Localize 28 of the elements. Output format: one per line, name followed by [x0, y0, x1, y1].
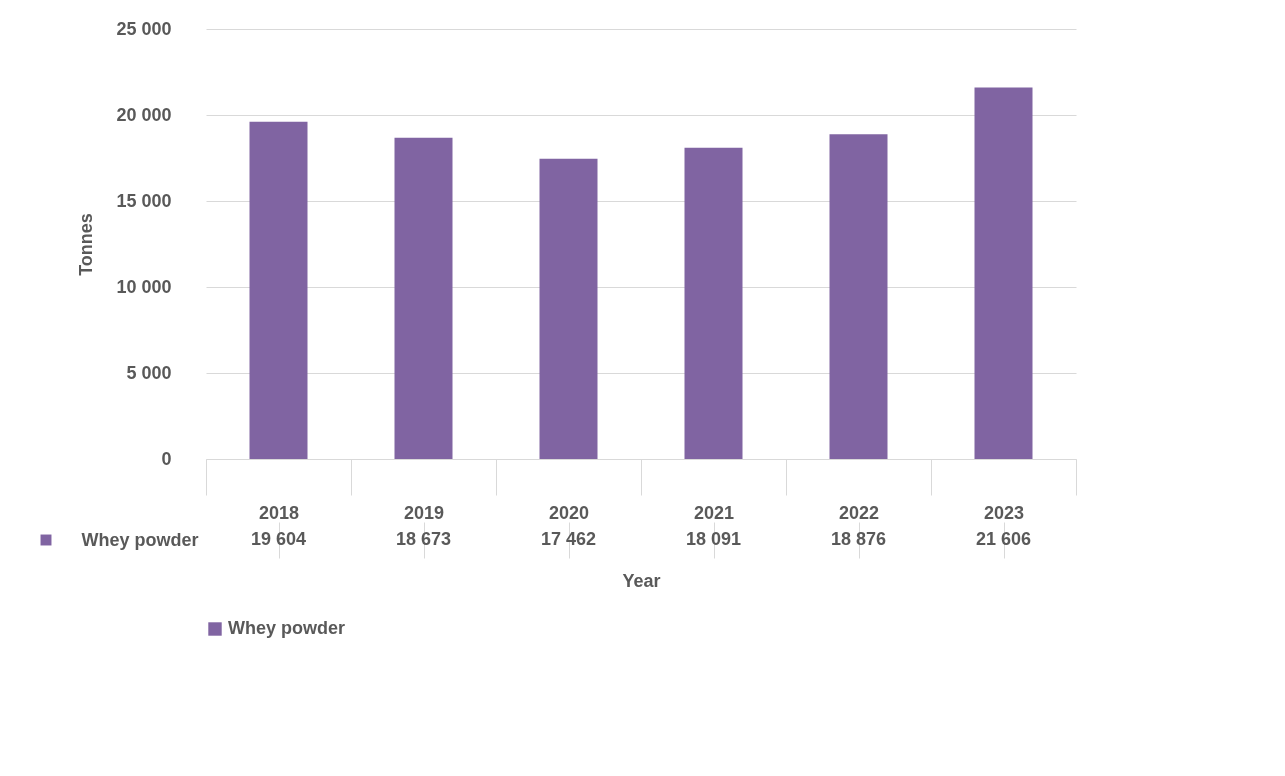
y-tick-label: 20 000 — [116, 104, 172, 125]
y-tick-label: 5 000 — [126, 362, 172, 383]
y-axis-title: Tonnes — [76, 213, 97, 276]
bar — [394, 137, 453, 459]
x-tick-label: 2020 — [548, 502, 590, 523]
text: Whey powder — [228, 618, 346, 638]
bar — [249, 121, 308, 459]
data-label: 18 673 — [395, 529, 452, 549]
y-tick-label: 15 000 — [116, 190, 172, 211]
data-label: 21 606 — [975, 529, 1032, 549]
data-label: 18 876 — [830, 529, 887, 549]
x-tick-label: 2023 — [983, 502, 1025, 523]
x-tick-label: 2022 — [838, 502, 880, 523]
bar — [829, 134, 888, 459]
data-label: 17 462 — [540, 529, 597, 549]
x-tick-label: 2021 — [693, 502, 735, 523]
bar — [539, 158, 598, 459]
x-tick-label: 2018 — [258, 502, 300, 523]
bar — [974, 87, 1033, 459]
legend-label: Whey powder — [81, 529, 199, 550]
y-tick-label: 0 — [161, 448, 172, 469]
data-label: 19 604 — [250, 529, 307, 549]
bar — [684, 147, 743, 459]
y-tick-label: 10 000 — [116, 276, 172, 297]
y-tick-label: 25 000 — [116, 18, 172, 39]
x-axis-title: Year — [622, 570, 661, 591]
data-label: 18 091 — [685, 529, 742, 549]
x-tick-label: 2019 — [403, 502, 445, 523]
